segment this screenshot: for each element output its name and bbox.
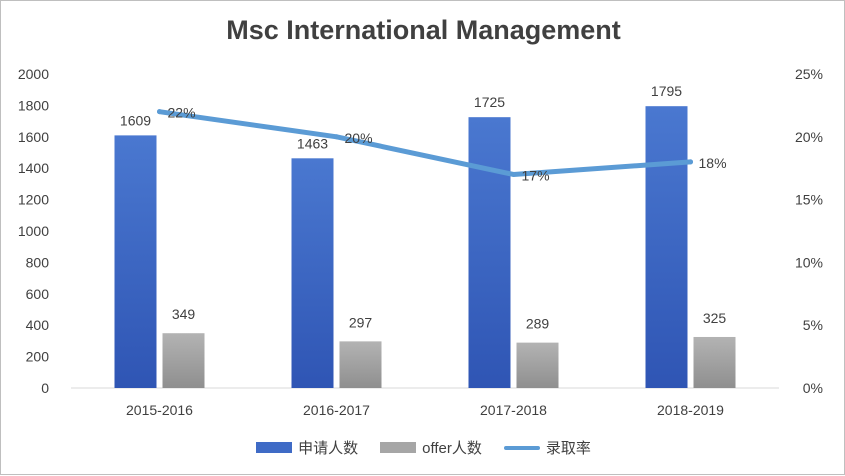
legend-item-offers: offer人数 [380, 437, 482, 458]
data-label-applicants: 1795 [651, 83, 682, 99]
data-label-rate: 20% [345, 130, 373, 146]
chart-title: Msc International Management [226, 15, 621, 45]
bar-applicants [114, 135, 157, 388]
rate-point [688, 159, 693, 165]
rate-point [157, 109, 162, 115]
legend-swatch-offers [380, 442, 417, 453]
bar-applicants [645, 106, 688, 388]
legend-item-applicants: 申请人数 [256, 437, 358, 458]
legend-label-rate: 录取率 [545, 440, 591, 457]
data-label-offers: 325 [703, 310, 727, 326]
y-left-tick-label: 1400 [18, 160, 49, 176]
data-label-offers: 297 [349, 314, 373, 330]
bar-applicants [468, 117, 511, 389]
bar-offers [162, 333, 205, 388]
bar-applicants [291, 158, 334, 388]
y-right-tick-label: 20% [795, 129, 823, 145]
legend-item-rate: 录取率 [503, 437, 591, 458]
data-label-applicants: 1725 [474, 94, 505, 110]
y-right-tick-label: 10% [795, 254, 823, 270]
bar-offers [693, 336, 736, 388]
legend: 申请人数 offer人数 录取率 [1, 437, 845, 458]
legend-swatch-applicants [256, 442, 293, 453]
data-label-offers: 289 [526, 316, 550, 332]
y-left-tick-label: 600 [26, 286, 50, 302]
legend-label-applicants: 申请人数 [298, 440, 359, 457]
legend-swatch-rate [503, 445, 540, 450]
y-left-tick-label: 1600 [18, 129, 49, 145]
x-tick-label: 2017-2018 [480, 402, 547, 418]
rate-point [511, 171, 516, 177]
y-left-tick-label: 0 [41, 380, 49, 396]
y-right-tick-label: 15% [795, 192, 823, 208]
y-left-tick-label: 2000 [18, 66, 49, 82]
x-tick-label: 2018-2019 [657, 402, 724, 418]
data-label-applicants: 1463 [297, 135, 328, 151]
y-left-tick-label: 1200 [18, 192, 49, 208]
y-left-tick-label: 1000 [18, 223, 49, 239]
rate-point [334, 134, 339, 140]
rate-line [157, 109, 693, 177]
y-left-tick-label: 200 [26, 349, 50, 365]
legend-label-offers: offer人数 [422, 440, 482, 457]
data-label-applicants: 1609 [120, 112, 151, 128]
y-right-tick-label: 5% [803, 317, 823, 333]
data-label-offers: 349 [172, 306, 196, 322]
y-left-tick-label: 400 [26, 317, 50, 333]
x-tick-label: 2016-2017 [303, 402, 370, 418]
y-right-tick-label: 25% [795, 66, 823, 82]
x-tick-label: 2015-2016 [126, 402, 193, 418]
data-label-rate: 18% [699, 155, 727, 171]
data-label-rate: 22% [168, 105, 196, 121]
bar-offers [339, 341, 382, 388]
y-left-tick-label: 1800 [18, 97, 49, 113]
bar-offers [516, 342, 559, 388]
y-left-tick-label: 800 [26, 254, 50, 270]
data-label-rate: 17% [522, 167, 550, 183]
y-right-tick-label: 0% [803, 380, 823, 396]
